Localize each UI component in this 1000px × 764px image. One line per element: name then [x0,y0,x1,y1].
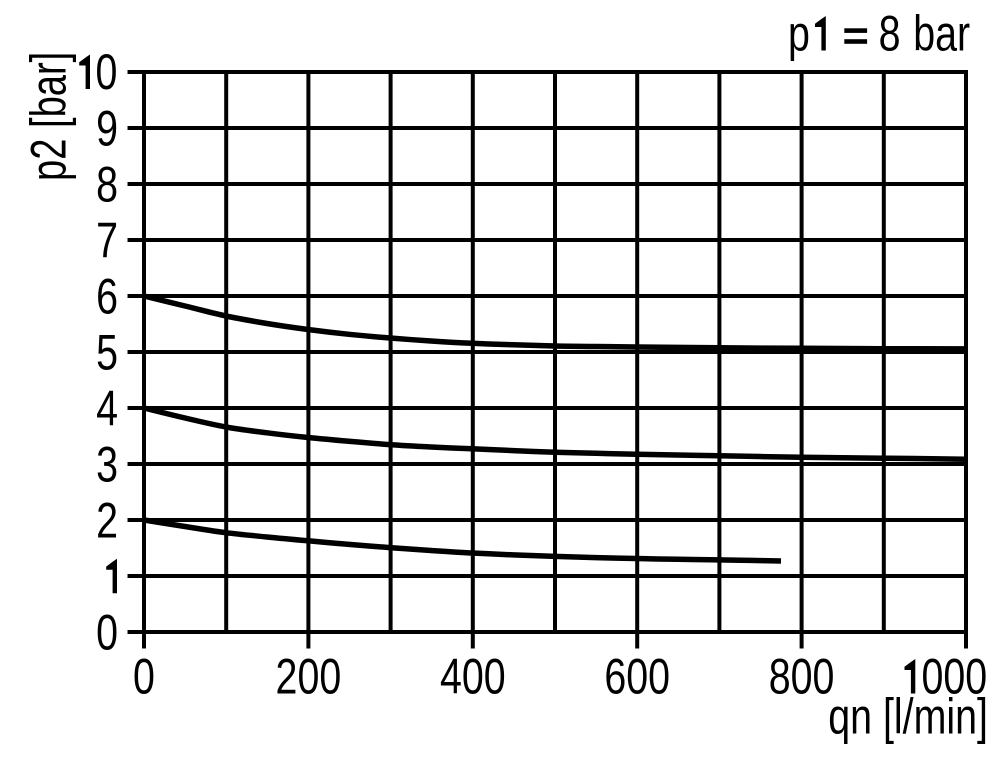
svg-text:0: 0 [96,43,118,100]
svg-text:8: 8 [879,5,901,62]
svg-text:400: 400 [440,648,506,705]
svg-text:200: 200 [276,648,342,705]
svg-text:p2 [bar]: p2 [bar] [20,52,76,181]
svg-text:qn [l/min]: qn [l/min] [828,688,988,745]
svg-text:7: 7 [96,212,118,269]
svg-text:0: 0 [133,648,155,705]
svg-text:9: 9 [96,100,118,157]
svg-text:3: 3 [96,436,118,493]
svg-text:5: 5 [96,324,118,381]
svg-text:8: 8 [96,156,118,213]
svg-text:600: 600 [604,648,670,705]
svg-text:0: 0 [96,604,118,661]
svg-text:000: 000 [922,648,988,705]
svg-text:800: 800 [769,648,835,705]
svg-text:4: 4 [96,380,118,437]
svg-text:bar: bar [913,5,970,62]
svg-text:p: p [788,5,810,62]
svg-text:2: 2 [96,492,118,549]
svg-text:6: 6 [96,268,118,325]
